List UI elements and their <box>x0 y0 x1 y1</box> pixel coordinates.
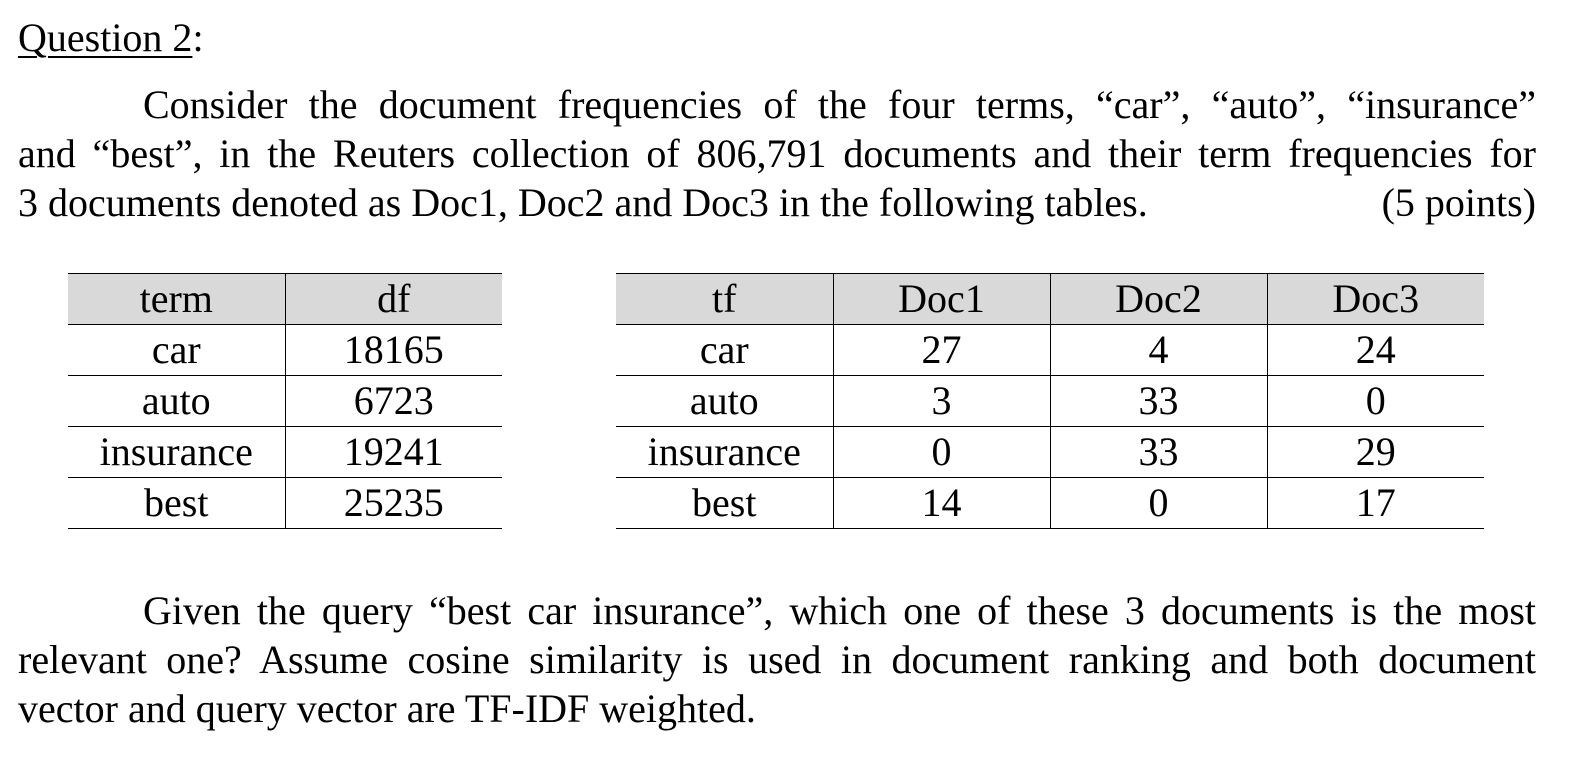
intro-line-3: 3 documents denoted as Doc1, Doc2 and Do… <box>18 178 1536 227</box>
doc2-cell: 0 <box>1049 477 1267 529</box>
doc1-cell: 3 <box>832 375 1050 427</box>
term-cell: car <box>616 324 833 376</box>
df-cell: 6723 <box>284 375 502 427</box>
question-title: Question 2 <box>18 15 193 60</box>
doc1-cell: 14 <box>832 477 1050 529</box>
term-cell: best <box>68 477 285 529</box>
intro-line-2: and “best”, in the Reuters collection of… <box>18 131 1536 176</box>
intro-paragraph: Consider the document frequencies of the… <box>18 80 1536 227</box>
term-cell: car <box>68 324 285 376</box>
doc3-cell: 24 <box>1266 324 1484 376</box>
table-row: insurance 0 33 29 <box>616 426 1484 478</box>
question-paragraph: Given the query “best car insurance”, wh… <box>18 586 1536 733</box>
table-row: best 14 0 17 <box>616 477 1484 529</box>
intro-line-3-text: 3 documents denoted as Doc1, Doc2 and Do… <box>18 180 1148 225</box>
df-cell: 19241 <box>284 426 502 478</box>
term-cell: auto <box>68 375 285 427</box>
column-header-doc3: Doc3 <box>1266 273 1484 325</box>
table-row: best 25235 <box>68 477 502 529</box>
doc3-cell: 29 <box>1266 426 1484 478</box>
doc2-cell: 33 <box>1049 426 1267 478</box>
doc3-cell: 17 <box>1266 477 1484 529</box>
term-frequency-table: tf Doc1 Doc2 Doc3 car 27 4 24 auto 3 33 … <box>616 273 1484 529</box>
column-header-df: df <box>284 273 502 325</box>
table-row: auto 6723 <box>68 375 502 427</box>
question-line-3: vector and query vector are TF-IDF weigh… <box>18 686 756 731</box>
term-cell: insurance <box>616 426 833 478</box>
table-row: car 18165 <box>68 324 502 376</box>
document-frequency-table: term df car 18165 auto 6723 insurance 19… <box>68 273 502 529</box>
column-header-doc1: Doc1 <box>832 273 1050 325</box>
intro-line-1: Consider the document frequencies of the… <box>143 82 1536 127</box>
column-header-doc2: Doc2 <box>1049 273 1267 325</box>
table-header-row: term df <box>68 273 502 325</box>
column-header-term: term <box>68 273 285 325</box>
df-cell: 18165 <box>284 324 502 376</box>
doc2-cell: 4 <box>1049 324 1267 376</box>
question-line-1: Given the query “best car insurance”, wh… <box>143 588 1536 633</box>
term-cell: best <box>616 477 833 529</box>
question-heading: Question 2: <box>18 14 204 62</box>
doc1-cell: 27 <box>832 324 1050 376</box>
doc2-cell: 33 <box>1049 375 1267 427</box>
question-title-colon: : <box>192 15 204 60</box>
doc1-cell: 0 <box>832 426 1050 478</box>
table-header-row: tf Doc1 Doc2 Doc3 <box>616 273 1484 325</box>
doc3-cell: 0 <box>1266 375 1484 427</box>
table-row: insurance 19241 <box>68 426 502 478</box>
term-cell: auto <box>616 375 833 427</box>
df-cell: 25235 <box>284 477 502 529</box>
term-cell: insurance <box>68 426 285 478</box>
table-row: auto 3 33 0 <box>616 375 1484 427</box>
column-header-tf: tf <box>616 273 833 325</box>
points-label: (5 points) <box>1381 180 1536 225</box>
question-line-2: relevant one? Assume cosine similarity i… <box>18 637 1536 682</box>
table-row: car 27 4 24 <box>616 324 1484 376</box>
